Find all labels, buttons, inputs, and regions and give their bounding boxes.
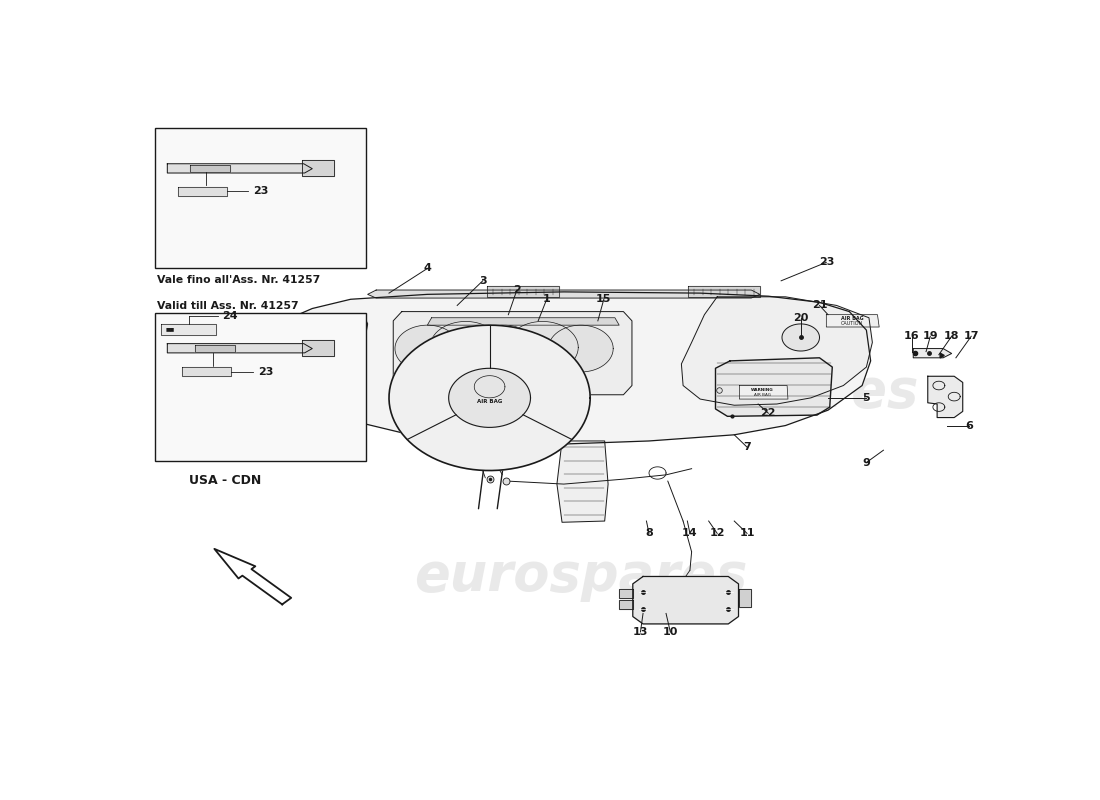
Polygon shape [826, 314, 879, 327]
Text: 23: 23 [257, 367, 273, 377]
Text: 22: 22 [760, 408, 777, 418]
Polygon shape [367, 290, 760, 298]
FancyBboxPatch shape [154, 128, 366, 269]
Polygon shape [196, 345, 234, 352]
Text: 15: 15 [596, 294, 612, 304]
Polygon shape [427, 318, 619, 325]
Text: 23: 23 [818, 258, 834, 267]
Text: 24: 24 [222, 386, 238, 397]
Polygon shape [167, 164, 312, 173]
Polygon shape [507, 322, 579, 373]
Text: 4: 4 [424, 263, 431, 274]
Text: 18: 18 [944, 331, 959, 342]
Polygon shape [619, 589, 632, 598]
Polygon shape [389, 325, 591, 470]
Polygon shape [913, 349, 952, 358]
Text: eurospares: eurospares [243, 366, 578, 418]
Text: 23: 23 [253, 186, 268, 197]
Text: 16: 16 [904, 331, 920, 342]
Text: USA - CDN: USA - CDN [189, 474, 261, 487]
Text: AIR BAG: AIR BAG [754, 393, 771, 397]
Text: 7: 7 [744, 442, 751, 452]
Polygon shape [167, 344, 312, 353]
Text: AIR BAG: AIR BAG [840, 317, 864, 322]
Polygon shape [395, 325, 460, 372]
Polygon shape [182, 367, 231, 376]
Polygon shape [681, 297, 872, 406]
Text: eurospares: eurospares [414, 550, 748, 602]
Text: 14: 14 [682, 528, 697, 538]
Text: Vale fino all'Ass. Nr. 41257: Vale fino all'Ass. Nr. 41257 [157, 274, 320, 285]
Polygon shape [214, 549, 292, 604]
Text: 8: 8 [645, 528, 653, 538]
Text: CAUTION: CAUTION [840, 322, 864, 326]
Text: ■■: ■■ [166, 326, 175, 330]
FancyBboxPatch shape [154, 313, 366, 461]
Text: 1: 1 [542, 294, 551, 304]
Polygon shape [394, 311, 631, 394]
Polygon shape [689, 286, 760, 298]
Polygon shape [449, 368, 530, 427]
Text: 5: 5 [862, 393, 870, 403]
Text: 13: 13 [632, 627, 648, 637]
Polygon shape [619, 600, 632, 609]
Text: eurospares: eurospares [584, 366, 918, 418]
Text: 2: 2 [513, 285, 520, 295]
Polygon shape [472, 325, 537, 372]
Text: WARNING: WARNING [751, 388, 773, 392]
Text: 9: 9 [862, 458, 870, 467]
Polygon shape [162, 324, 216, 335]
Text: 10: 10 [662, 627, 678, 637]
Polygon shape [302, 340, 333, 356]
Polygon shape [632, 577, 738, 624]
Polygon shape [487, 286, 559, 298]
Polygon shape [715, 358, 833, 416]
Polygon shape [178, 186, 227, 196]
Polygon shape [549, 325, 613, 372]
Text: 24: 24 [222, 311, 238, 321]
Polygon shape [289, 314, 367, 374]
Text: 12: 12 [710, 528, 725, 538]
Text: 11: 11 [739, 528, 755, 538]
Text: 21: 21 [812, 301, 827, 310]
Text: 17: 17 [964, 331, 979, 342]
Text: 20: 20 [793, 313, 808, 322]
Text: 19: 19 [923, 331, 938, 342]
Polygon shape [430, 322, 502, 373]
Polygon shape [302, 160, 333, 176]
Polygon shape [738, 589, 751, 607]
Polygon shape [557, 441, 608, 522]
Polygon shape [190, 165, 230, 172]
Text: Valid till Ass. Nr. 41257: Valid till Ass. Nr. 41257 [157, 301, 299, 310]
Polygon shape [782, 324, 820, 351]
Text: 3: 3 [478, 276, 486, 286]
Text: 6: 6 [965, 421, 972, 430]
Text: AIR BAG: AIR BAG [477, 399, 503, 404]
Polygon shape [739, 386, 788, 399]
Polygon shape [927, 376, 962, 418]
Polygon shape [287, 292, 871, 444]
